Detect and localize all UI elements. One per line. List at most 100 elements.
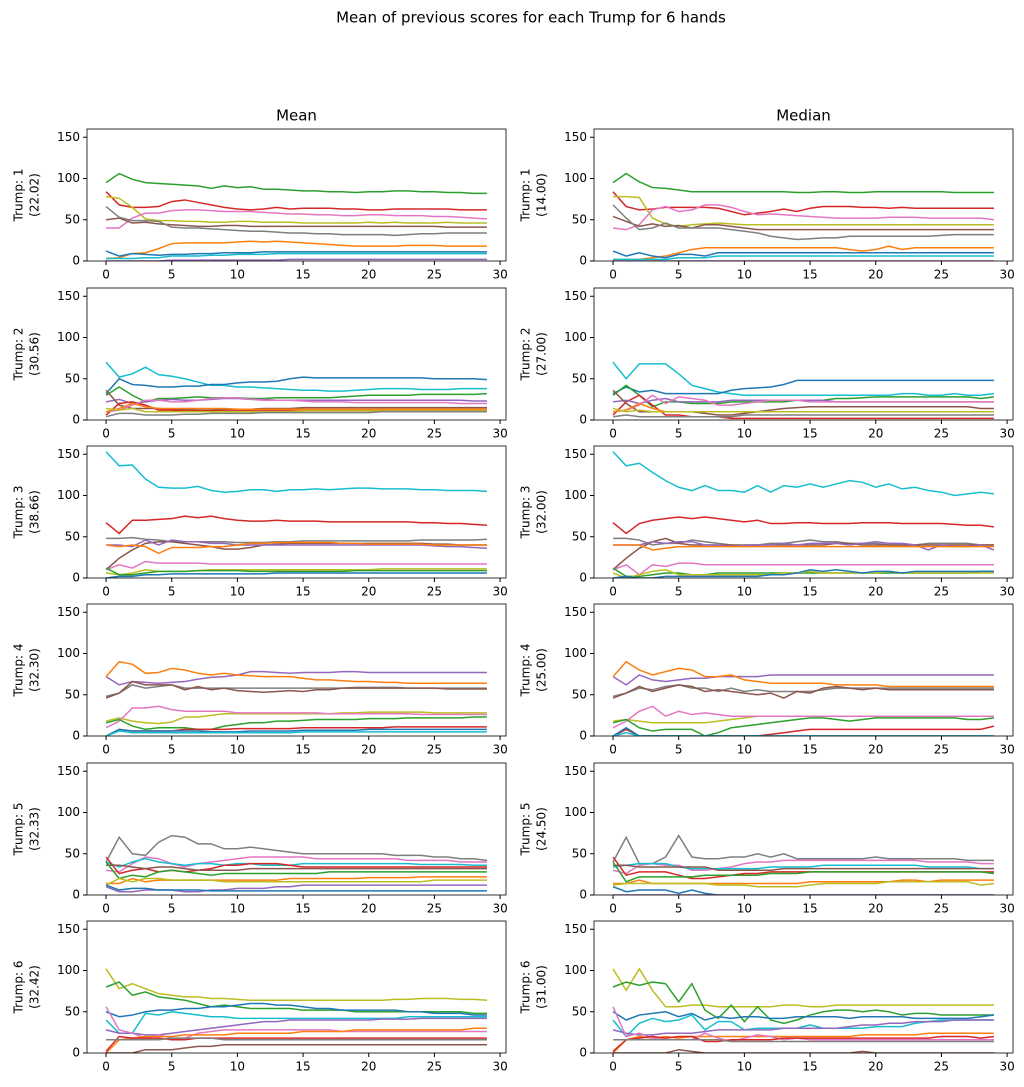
series-line (613, 245, 994, 261)
series-line (612, 568, 994, 578)
y-tick-label: 150 (57, 447, 80, 461)
y-tick-label: 50 (65, 846, 80, 860)
axes-frame (593, 603, 1014, 737)
x-tick-label: 20 (868, 585, 883, 599)
y-axis-label: Trump: 2 (519, 328, 533, 382)
y-tick-label: 100 (564, 330, 587, 344)
series-line (105, 728, 487, 736)
y-tick-label: 50 (572, 212, 587, 226)
y-tick-label: 100 (57, 805, 80, 819)
y-tick-label: 50 (65, 1004, 80, 1018)
series-line (613, 1039, 994, 1043)
x-tick-label: 20 (868, 427, 883, 441)
y-axis-label: Trump: 6 (12, 961, 26, 1015)
x-tick-label: 25 (934, 743, 949, 757)
series-line (612, 394, 994, 413)
subplot: Trump: 6 (32.42) 0 50 100 150 0 5 10 15 20 25 30 (12, 920, 508, 1074)
y-axis-label: (38.66) (28, 490, 42, 534)
axes-frame (593, 920, 1014, 1054)
y-axis-label: (32.33) (28, 807, 42, 851)
x-tick-label: 30 (492, 1060, 507, 1074)
series-line (105, 857, 487, 868)
series-line (105, 386, 487, 403)
y-axis-label: Trump: 3 (519, 486, 533, 540)
x-tick-label: 0 (609, 268, 617, 282)
y-axis-label: (32.00) (535, 490, 549, 534)
series-line (612, 568, 994, 578)
y-axis-label: (25.00) (535, 648, 549, 692)
y-tick-label: 50 (65, 212, 80, 226)
series-line (612, 861, 995, 883)
x-tick-label: 30 (999, 743, 1014, 757)
series-line (612, 1019, 994, 1036)
y-tick-label: 150 (564, 605, 587, 619)
y-tick-label: 100 (57, 330, 80, 344)
x-tick-label: 10 (230, 427, 245, 441)
y-axis-label: Trump: 4 (519, 644, 533, 698)
x-tick-label: 25 (934, 902, 949, 916)
y-tick-label: 100 (57, 488, 80, 502)
series-line (106, 209, 487, 229)
series-line (105, 705, 487, 729)
series-line (105, 1027, 487, 1053)
series-line (105, 172, 487, 195)
series-line (105, 968, 487, 1001)
series-line (105, 407, 487, 413)
series-line (612, 1032, 994, 1053)
y-tick-label: 0 (72, 571, 80, 585)
axes-frame (86, 603, 507, 737)
y-tick-label: 150 (57, 764, 80, 778)
x-tick-label: 15 (295, 743, 310, 757)
series-line (105, 541, 487, 555)
subplot-title: Mean (276, 107, 317, 125)
y-tick-label: 150 (57, 922, 80, 936)
axes-frame (86, 445, 507, 579)
series-line (613, 537, 994, 548)
y-axis-label: (22.02) (28, 173, 42, 217)
y-tick-label: 50 (65, 529, 80, 543)
y-axis-label: (32.30) (28, 648, 42, 692)
series-line (613, 864, 994, 871)
series-line (105, 884, 487, 892)
x-tick-label: 0 (102, 427, 110, 441)
x-tick-label: 20 (361, 268, 376, 282)
series-line (105, 1006, 487, 1039)
series-line (612, 967, 994, 1008)
series-line (105, 1017, 487, 1036)
y-tick-label: 150 (564, 130, 587, 144)
y-tick-label: 50 (572, 846, 587, 860)
series-line (613, 255, 994, 261)
x-tick-label: 5 (168, 743, 176, 757)
y-tick-label: 0 (579, 571, 587, 585)
y-axis-label: Trump: 6 (519, 961, 533, 1015)
series-line (105, 670, 487, 686)
series-line (105, 411, 487, 418)
series-line (613, 1048, 994, 1053)
x-tick-label: 0 (609, 427, 617, 441)
x-tick-label: 5 (168, 427, 176, 441)
series-line (105, 451, 487, 493)
series-line (105, 515, 487, 535)
series-line (613, 540, 995, 551)
subplot: Trump: 2 (30.56) 0 50 100 150 0 5 10 15 20 25 30 (12, 287, 508, 441)
series-line (105, 981, 487, 1015)
x-tick-label: 25 (934, 427, 949, 441)
y-tick-label: 0 (72, 888, 80, 902)
series-line (105, 1010, 487, 1034)
x-tick-label: 15 (802, 585, 817, 599)
y-tick-label: 100 (564, 488, 587, 502)
y-tick-label: 150 (57, 605, 80, 619)
subplot: Trump: 5 (24.50) 0 50 100 150 0 5 10 15 20 25 30 (519, 762, 1015, 916)
y-tick-label: 150 (564, 922, 587, 936)
series-line (612, 660, 994, 688)
series-line (105, 560, 487, 571)
x-tick-label: 20 (361, 1060, 376, 1074)
series-line (105, 396, 487, 413)
series-line (105, 716, 487, 731)
y-tick-label: 0 (579, 1046, 587, 1060)
x-tick-label: 5 (168, 585, 176, 599)
x-tick-label: 20 (868, 743, 883, 757)
y-tick-label: 50 (572, 371, 587, 385)
series-line (106, 539, 487, 550)
x-tick-label: 10 (737, 427, 752, 441)
